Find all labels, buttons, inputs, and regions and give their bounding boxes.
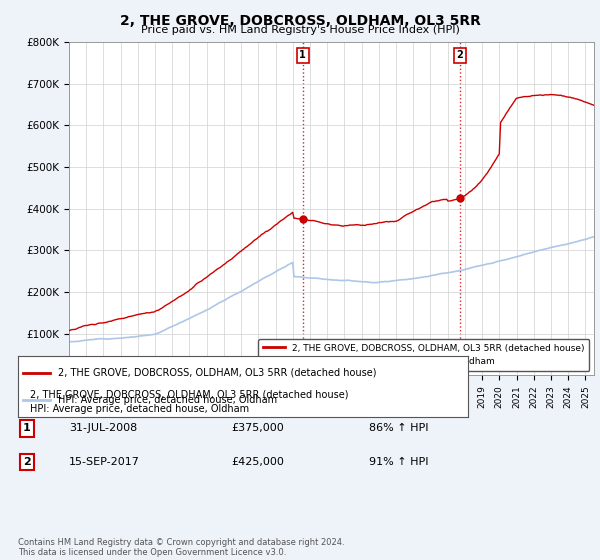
Text: 31-JUL-2008: 31-JUL-2008 [69,423,137,433]
Text: 2, THE GROVE, DOBCROSS, OLDHAM, OL3 5RR (detached house): 2, THE GROVE, DOBCROSS, OLDHAM, OL3 5RR … [30,390,349,400]
Text: 2, THE GROVE, DOBCROSS, OLDHAM, OL3 5RR: 2, THE GROVE, DOBCROSS, OLDHAM, OL3 5RR [119,14,481,28]
Text: 1: 1 [23,423,31,433]
Text: £425,000: £425,000 [231,457,284,467]
Text: 1: 1 [299,50,306,60]
Legend: 2, THE GROVE, DOBCROSS, OLDHAM, OL3 5RR (detached house), HPI: Average price, de: 2, THE GROVE, DOBCROSS, OLDHAM, OL3 5RR … [258,339,589,371]
Text: 2, THE GROVE, DOBCROSS, OLDHAM, OL3 5RR (detached house): 2, THE GROVE, DOBCROSS, OLDHAM, OL3 5RR … [59,368,377,378]
Text: 91% ↑ HPI: 91% ↑ HPI [369,457,428,467]
Text: Price paid vs. HM Land Registry's House Price Index (HPI): Price paid vs. HM Land Registry's House … [140,25,460,35]
Text: HPI: Average price, detached house, Oldham: HPI: Average price, detached house, Oldh… [59,395,278,405]
Text: HPI: Average price, detached house, Oldham: HPI: Average price, detached house, Oldh… [30,404,249,414]
Text: Contains HM Land Registry data © Crown copyright and database right 2024.
This d: Contains HM Land Registry data © Crown c… [18,538,344,557]
Text: 2: 2 [23,457,31,467]
Text: 2: 2 [457,50,463,60]
Text: £375,000: £375,000 [231,423,284,433]
Text: 15-SEP-2017: 15-SEP-2017 [69,457,140,467]
Text: 86% ↑ HPI: 86% ↑ HPI [369,423,428,433]
